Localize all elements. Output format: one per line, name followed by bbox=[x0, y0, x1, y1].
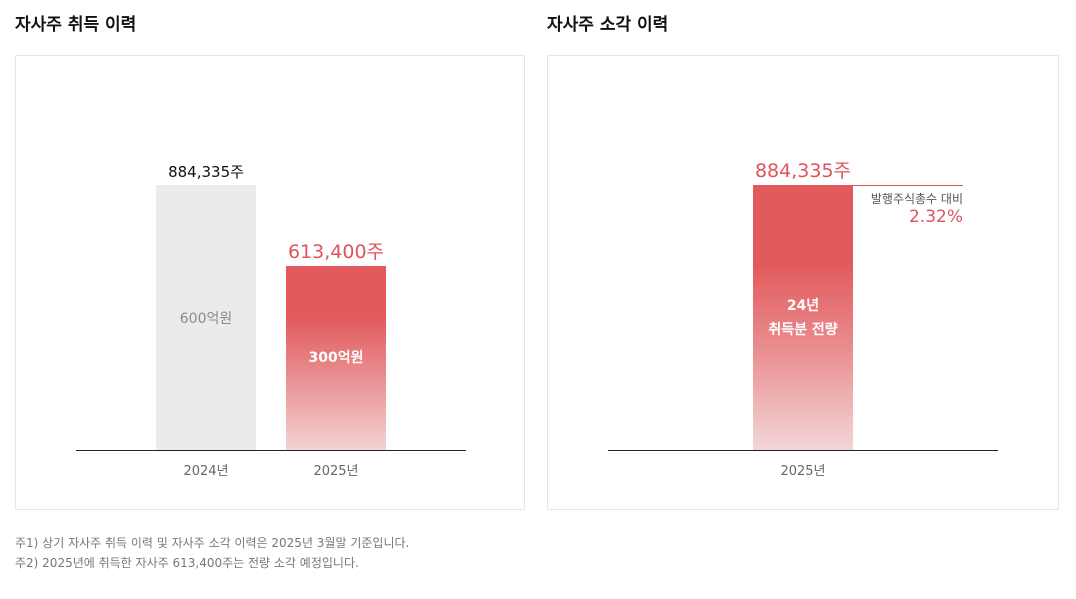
x-tick-2024: 2024년 bbox=[183, 464, 229, 479]
x-tick-2025: 2025년 bbox=[313, 464, 359, 479]
bar-amount-label-2024: 600억원 bbox=[179, 311, 233, 327]
ratio-reference-line bbox=[853, 185, 963, 186]
retirement-baseline bbox=[608, 450, 998, 451]
value-label-2025: 613,400주 bbox=[287, 241, 385, 263]
ratio-caption: 발행주식총수 대비 bbox=[870, 192, 963, 206]
ratio-value: 2.32% bbox=[908, 207, 963, 227]
bar-2025-retirement bbox=[753, 185, 853, 450]
footnote-1: 주1) 상기 자사주 취득 이력 및 자사주 소각 이력은 2025년 3월말 … bbox=[15, 536, 410, 550]
bar-2025 bbox=[286, 266, 386, 450]
bar-description-line-2: 취득분 전량 bbox=[768, 322, 838, 338]
bar-description-line-1: 24년 bbox=[786, 298, 820, 314]
bar-2024 bbox=[156, 185, 256, 450]
x-tick-2025-retirement: 2025년 bbox=[780, 464, 826, 479]
footnote-2: 주2) 2025년에 취득한 자사주 613,400주는 전량 소각 예정입니다… bbox=[15, 556, 359, 570]
bar-description-label: 24년 취득분 전량 bbox=[743, 294, 863, 342]
bar-amount-label-2025: 300억원 bbox=[308, 350, 364, 366]
acquisition-chart-panel: 884,335주 613,400주 600억원 300억원 2024년 2025… bbox=[15, 55, 525, 510]
value-label-2024: 884,335주 bbox=[168, 163, 244, 181]
retirement-chart-panel: 884,335주 24년 취득분 전량 발행주식총수 대비 2.32% 2025… bbox=[547, 55, 1059, 510]
acquisition-chart-title: 자사주 취득 이력 bbox=[15, 15, 137, 35]
acquisition-baseline bbox=[76, 450, 466, 451]
value-label-2025-retirement: 884,335주 bbox=[754, 160, 852, 182]
retirement-chart-title: 자사주 소각 이력 bbox=[547, 15, 669, 35]
